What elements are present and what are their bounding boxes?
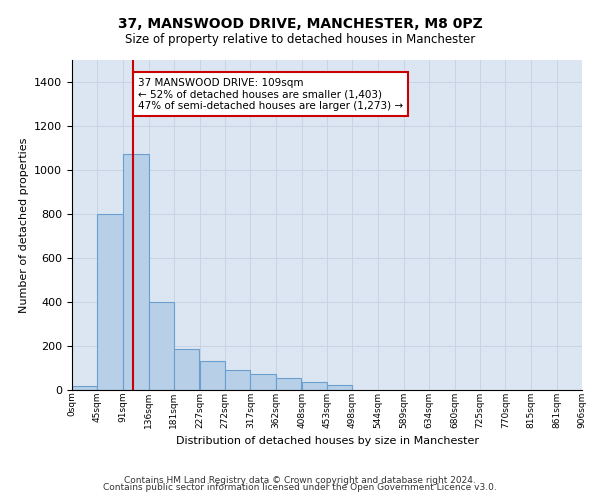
Bar — [123, 154, 149, 390]
Bar — [97, 214, 122, 390]
Bar — [225, 370, 250, 390]
Bar — [250, 374, 276, 390]
Bar — [174, 350, 199, 390]
Bar — [72, 386, 97, 390]
Y-axis label: Number of detached properties: Number of detached properties — [19, 138, 29, 312]
X-axis label: Distribution of detached houses by size in Manchester: Distribution of detached houses by size … — [176, 436, 479, 446]
Bar — [276, 378, 301, 390]
Text: 37 MANSWOOD DRIVE: 109sqm
← 52% of detached houses are smaller (1,403)
47% of se: 37 MANSWOOD DRIVE: 109sqm ← 52% of detac… — [138, 78, 403, 111]
Text: 37, MANSWOOD DRIVE, MANCHESTER, M8 0PZ: 37, MANSWOOD DRIVE, MANCHESTER, M8 0PZ — [118, 18, 482, 32]
Bar — [200, 362, 225, 390]
Bar — [302, 382, 327, 390]
Text: Contains public sector information licensed under the Open Government Licence v3: Contains public sector information licen… — [103, 484, 497, 492]
Text: Size of property relative to detached houses in Manchester: Size of property relative to detached ho… — [125, 32, 475, 46]
Bar — [149, 302, 174, 390]
Bar — [327, 384, 352, 390]
Text: Contains HM Land Registry data © Crown copyright and database right 2024.: Contains HM Land Registry data © Crown c… — [124, 476, 476, 485]
